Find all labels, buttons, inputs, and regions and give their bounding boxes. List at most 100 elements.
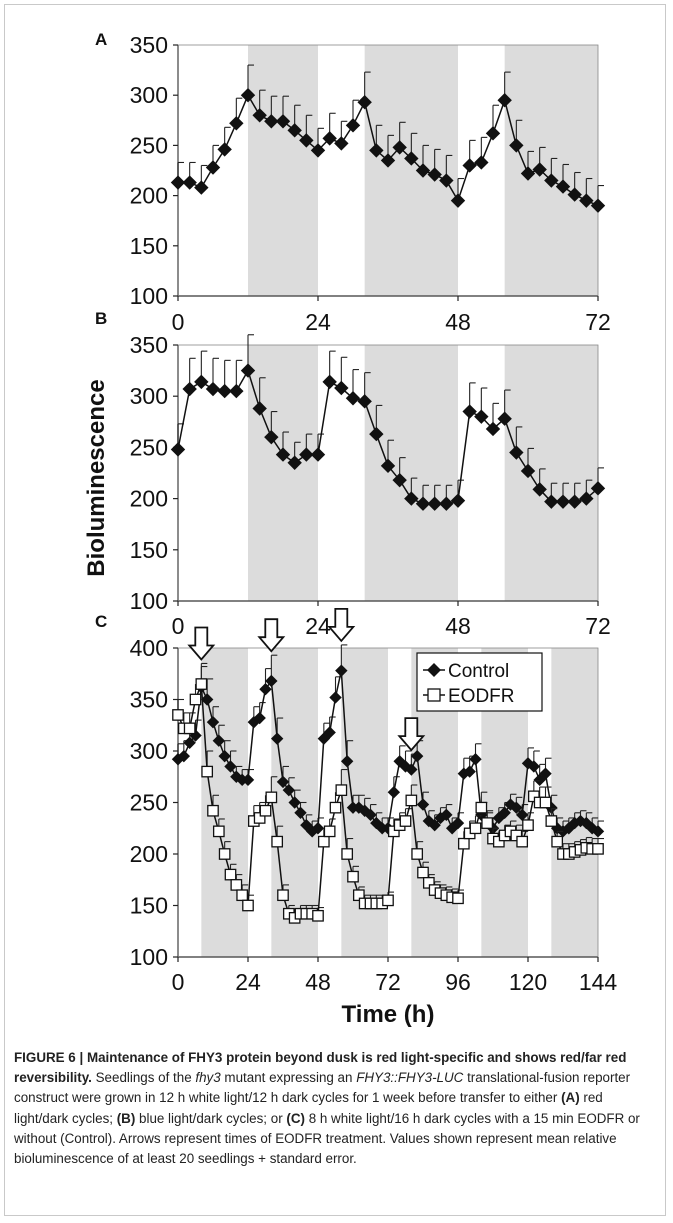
- eodfr-arrow-icon: [329, 609, 353, 641]
- x-tick-label: 24: [305, 613, 331, 639]
- y-tick-label: 300: [130, 383, 168, 409]
- y-tick-label: 100: [130, 588, 168, 614]
- data-point: [418, 867, 428, 877]
- data-point: [217, 142, 231, 156]
- data-point: [231, 880, 241, 890]
- data-point: [173, 710, 183, 720]
- y-tick-label: 300: [130, 82, 168, 108]
- chart-legend: ControlEODFR: [417, 653, 542, 711]
- data-point: [319, 836, 329, 846]
- data-point: [552, 836, 562, 846]
- y-tick-label: 100: [130, 283, 168, 309]
- y-tick-label: 300: [130, 738, 168, 764]
- x-tick-label: 120: [509, 969, 547, 995]
- panel-label: B: [95, 309, 107, 328]
- dark-period-shade: [365, 45, 458, 296]
- data-point: [313, 911, 323, 921]
- dark-period-shade: [201, 648, 248, 957]
- data-point: [206, 160, 220, 174]
- data-point: [400, 816, 410, 826]
- y-tick-label: 350: [130, 687, 168, 713]
- data-point: [182, 382, 196, 396]
- y-tick-label: 200: [130, 841, 168, 867]
- y-tick-label: 150: [130, 893, 168, 919]
- data-point: [196, 679, 206, 689]
- data-point: [219, 849, 229, 859]
- data-point: [202, 766, 212, 776]
- legend-entry: Control: [448, 661, 509, 682]
- y-tick-label: 200: [130, 183, 168, 209]
- data-point: [330, 802, 340, 812]
- data-point: [229, 384, 243, 398]
- figure-plots: A1001502002503003500 24 48 72B1001502002503…: [0, 0, 673, 1040]
- data-point: [469, 753, 481, 765]
- data-point: [266, 792, 276, 802]
- data-point: [324, 826, 334, 836]
- y-tick-label: 100: [130, 944, 168, 970]
- data-point: [383, 895, 393, 905]
- data-point: [459, 839, 469, 849]
- x-tick-label: 24: [305, 309, 331, 335]
- data-point: [206, 382, 220, 396]
- caption-italic-2: FHY3::FHY3-LUC: [356, 1070, 463, 1085]
- chart-panel-a: A 100 150 200 250 300 350 0 24 48 72: [95, 30, 611, 335]
- data-point: [486, 126, 500, 140]
- data-point: [470, 823, 480, 833]
- data-point: [237, 890, 247, 900]
- caption-italic-1: fhy3: [195, 1070, 220, 1085]
- data-point: [336, 785, 346, 795]
- x-axis-label: Time (h): [342, 1001, 435, 1028]
- y-axis-label: Bioluminescence: [83, 379, 110, 576]
- data-point: [412, 849, 422, 859]
- data-point: [225, 869, 235, 879]
- x-tick-label: 0: [172, 969, 185, 995]
- data-point: [517, 836, 527, 846]
- data-point: [462, 158, 476, 172]
- data-point: [388, 786, 400, 798]
- legend-marker-square-icon: [428, 689, 440, 701]
- y-tick-label: 150: [130, 537, 168, 563]
- data-point: [243, 900, 253, 910]
- dark-period-shade: [505, 345, 598, 601]
- data-point: [171, 442, 185, 456]
- caption-bold-b: (B): [117, 1111, 136, 1126]
- x-tick-label: 24: [235, 969, 261, 995]
- eodfr-arrow-icon: [259, 619, 283, 651]
- data-point: [342, 849, 352, 859]
- caption-bold-a: (A): [561, 1090, 580, 1105]
- x-tick-label: 48: [445, 613, 471, 639]
- figure-caption: FIGURE 6 | Maintenance of FHY3 protein b…: [14, 1048, 654, 1169]
- panel-label: A: [95, 30, 107, 49]
- data-point: [346, 118, 360, 132]
- y-tick-label: 150: [130, 233, 168, 259]
- x-tick-label: 144: [579, 969, 618, 995]
- data-point: [272, 836, 282, 846]
- caption-text-2: mutant expressing an: [221, 1070, 356, 1085]
- data-point: [406, 795, 416, 805]
- dark-period-shade: [551, 648, 598, 957]
- data-point: [322, 375, 336, 389]
- panel-label: C: [95, 612, 107, 631]
- dark-period-shade: [248, 345, 318, 601]
- y-tick-label: 250: [130, 790, 168, 816]
- caption-bold-c: (C): [286, 1111, 305, 1126]
- data-point: [190, 694, 200, 704]
- data-point: [214, 826, 224, 836]
- y-tick-label: 250: [130, 434, 168, 460]
- chart-panel-c: C1001502002503003504000 24 48 72 96 120 144Tim…: [95, 609, 617, 1028]
- data-point: [482, 818, 492, 828]
- data-point: [474, 155, 488, 169]
- x-tick-label: 48: [445, 309, 471, 335]
- data-point: [184, 723, 194, 733]
- caption-text-1: Seedlings of the: [92, 1070, 195, 1085]
- x-tick-label: 96: [445, 969, 471, 995]
- data-point: [593, 844, 603, 854]
- data-point: [260, 806, 270, 816]
- data-point: [453, 893, 463, 903]
- y-tick-label: 350: [130, 32, 168, 58]
- dark-period-shade: [365, 345, 458, 601]
- caption-text-5: blue light/dark cycles; or: [135, 1111, 286, 1126]
- dark-period-shade: [248, 45, 318, 296]
- data-point: [348, 871, 358, 881]
